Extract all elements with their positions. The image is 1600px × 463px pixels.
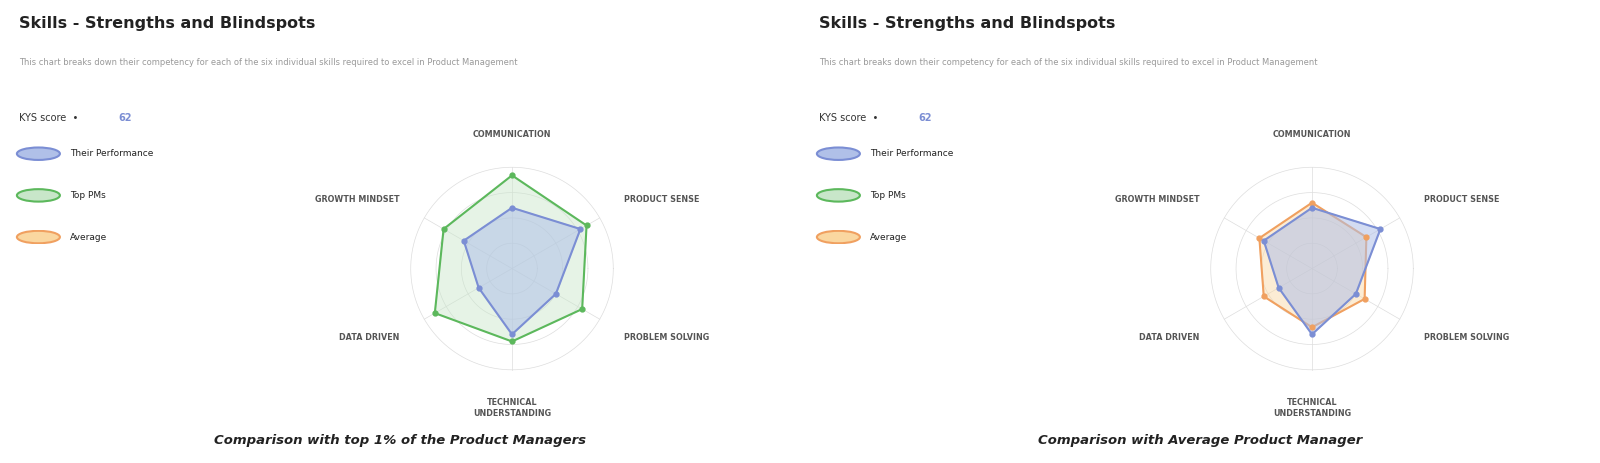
Text: KYS score  •: KYS score •: [819, 113, 885, 124]
Text: COMMUNICATION: COMMUNICATION: [1272, 130, 1352, 139]
Text: Average: Average: [870, 232, 907, 242]
Polygon shape: [435, 175, 587, 342]
Text: This chart breaks down their competency for each of the six individual skills re: This chart breaks down their competency …: [819, 58, 1318, 67]
Polygon shape: [464, 208, 581, 334]
Text: Their Performance: Their Performance: [870, 149, 954, 158]
Text: Comparison with top 1% of the Product Managers: Comparison with top 1% of the Product Ma…: [214, 434, 586, 447]
Circle shape: [818, 231, 859, 243]
Circle shape: [818, 148, 859, 160]
Text: Their Performance: Their Performance: [70, 149, 154, 158]
Text: TECHNICAL
UNDERSTANDING: TECHNICAL UNDERSTANDING: [1274, 398, 1350, 418]
Text: Comparison with Average Product Manager: Comparison with Average Product Manager: [1038, 434, 1362, 447]
Text: PROBLEM SOLVING: PROBLEM SOLVING: [1424, 333, 1509, 342]
Circle shape: [18, 231, 59, 243]
Text: Skills - Strengths and Blindspots: Skills - Strengths and Blindspots: [19, 16, 315, 31]
Text: Average: Average: [70, 232, 107, 242]
Circle shape: [18, 189, 59, 201]
Text: Skills - Strengths and Blindspots: Skills - Strengths and Blindspots: [819, 16, 1115, 31]
Circle shape: [818, 189, 859, 201]
Text: GROWTH MINDSET: GROWTH MINDSET: [1115, 195, 1200, 204]
Text: PROBLEM SOLVING: PROBLEM SOLVING: [624, 333, 709, 342]
Circle shape: [18, 148, 59, 160]
Text: DATA DRIVEN: DATA DRIVEN: [339, 333, 400, 342]
Text: 62: 62: [918, 113, 931, 124]
Polygon shape: [1259, 203, 1366, 327]
Text: PRODUCT SENSE: PRODUCT SENSE: [624, 195, 699, 204]
Text: KYS score  •: KYS score •: [19, 113, 85, 124]
Text: Top PMs: Top PMs: [870, 191, 906, 200]
Polygon shape: [1264, 208, 1381, 334]
Text: This chart breaks down their competency for each of the six individual skills re: This chart breaks down their competency …: [19, 58, 518, 67]
Text: TECHNICAL
UNDERSTANDING: TECHNICAL UNDERSTANDING: [474, 398, 550, 418]
Text: 62: 62: [118, 113, 131, 124]
Text: DATA DRIVEN: DATA DRIVEN: [1139, 333, 1200, 342]
Text: Top PMs: Top PMs: [70, 191, 106, 200]
Text: GROWTH MINDSET: GROWTH MINDSET: [315, 195, 400, 204]
Text: COMMUNICATION: COMMUNICATION: [472, 130, 552, 139]
Text: PRODUCT SENSE: PRODUCT SENSE: [1424, 195, 1499, 204]
